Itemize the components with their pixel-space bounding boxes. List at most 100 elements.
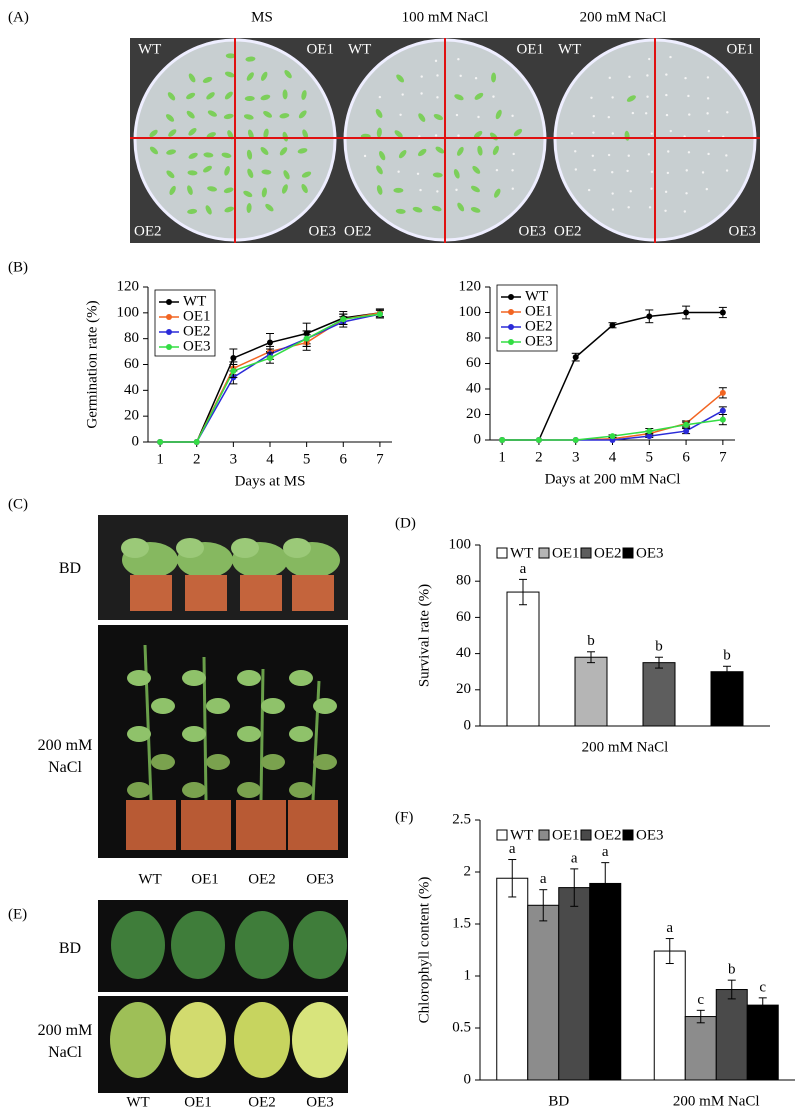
seedling (224, 206, 234, 213)
significance-letter: b (728, 962, 736, 978)
point (376, 311, 383, 318)
point (303, 335, 310, 342)
point (267, 355, 273, 362)
quadrant-label: OE1 (307, 41, 335, 57)
y-tick-label: 40 (466, 380, 481, 396)
seedling (301, 171, 312, 178)
seedling (282, 131, 289, 142)
seed (685, 192, 688, 195)
seedling (379, 151, 386, 161)
error-bar (508, 859, 517, 898)
genotype-label: OE2 (248, 1094, 276, 1110)
leaf (313, 754, 337, 770)
seed (591, 154, 595, 158)
seed (574, 168, 578, 171)
y-tick-label: 0 (464, 1071, 472, 1087)
seed (511, 187, 515, 190)
seedling (245, 56, 256, 62)
legend-swatch (622, 547, 634, 559)
seedling (472, 165, 481, 174)
seedling (435, 146, 445, 154)
seedling (260, 71, 268, 81)
point (719, 407, 726, 414)
seed (492, 95, 495, 98)
leaf (313, 698, 337, 714)
point (193, 439, 200, 445)
seedling (187, 208, 198, 214)
legend-label: OE2 (594, 827, 622, 843)
pot (126, 800, 176, 850)
seed (607, 115, 611, 119)
significance-letter: a (666, 920, 673, 936)
bar (653, 950, 686, 1081)
legend-swatch (496, 829, 508, 841)
seedling (473, 130, 483, 139)
leaf (293, 911, 347, 979)
panel-label: (A) (8, 9, 29, 25)
seedling (297, 148, 308, 154)
error-bar (696, 1009, 705, 1024)
seed (511, 114, 514, 118)
significance-letter: a (540, 871, 547, 887)
seedling (188, 152, 198, 159)
seedling (149, 129, 158, 138)
legend-marker (166, 329, 172, 335)
bar (715, 989, 748, 1081)
seedling (283, 170, 290, 180)
x-axis-label: Days at 200 mM NaCl (545, 471, 681, 487)
error-bar (587, 651, 595, 664)
genotype-label: OE1 (184, 1094, 212, 1110)
seedling (149, 146, 159, 155)
leaf (121, 538, 149, 558)
seedling (396, 74, 405, 83)
seedling (223, 187, 234, 194)
seedling (167, 92, 176, 101)
point (719, 416, 726, 423)
seedling (224, 71, 235, 78)
seed (705, 187, 709, 191)
seedling (265, 203, 274, 212)
seed (477, 115, 480, 119)
seed (687, 151, 691, 154)
bar (574, 656, 608, 727)
x-tick-label: 1 (156, 451, 164, 467)
legend-marker (166, 299, 172, 305)
seedling (186, 92, 196, 100)
y-axis-label: Chlorophyll content (%) (416, 877, 432, 1024)
seed (455, 113, 459, 117)
seedling (246, 72, 254, 81)
seedling (474, 92, 484, 100)
seedling (243, 190, 253, 198)
y-tick-label: 20 (124, 408, 139, 424)
seedling (282, 89, 288, 100)
quadrant-label: OE2 (554, 223, 582, 239)
seedling (279, 113, 290, 119)
seedling (244, 95, 255, 101)
condition-title: 100 mM NaCl (402, 9, 489, 25)
bar (684, 1016, 717, 1081)
seedling (186, 110, 195, 119)
seedling (260, 147, 269, 155)
significance-letter: b (723, 648, 731, 664)
legend-label: WT (510, 827, 533, 843)
point (340, 316, 347, 323)
legend-label: OE2 (525, 318, 553, 334)
point (609, 322, 616, 329)
leaf (110, 1002, 166, 1078)
legend-swatch (580, 547, 592, 559)
seedling (187, 170, 198, 176)
seed (593, 168, 596, 172)
seedling (393, 187, 404, 193)
legend-label: OE3 (636, 545, 664, 561)
leaf (234, 1002, 290, 1078)
seedling (412, 206, 423, 213)
leaf (261, 698, 285, 714)
leaf (151, 698, 175, 714)
seed (707, 152, 710, 156)
seed (644, 112, 648, 115)
seed (685, 169, 688, 172)
seed (687, 94, 690, 98)
seed (592, 114, 595, 118)
seed (590, 96, 593, 100)
